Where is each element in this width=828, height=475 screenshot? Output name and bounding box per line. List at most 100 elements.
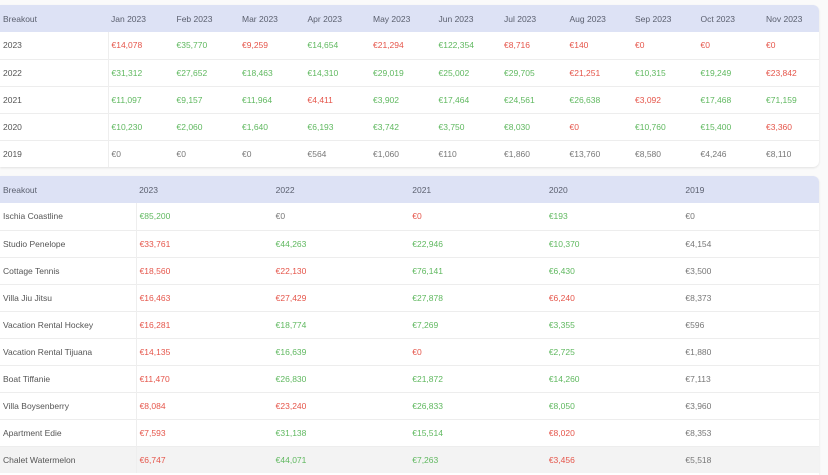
value-cell: €3,360	[766, 121, 792, 132]
column-header[interactable]: Sep 2023	[635, 13, 672, 24]
column-header[interactable]: May 2023	[373, 13, 411, 24]
column-header-breakout[interactable]: Breakout	[3, 13, 38, 24]
table-row[interactable]: 2021 €11,097 €9,157 €11,964 €4,411 €3,902 €17,…	[0, 86, 819, 113]
value-cell: €27,429	[275, 292, 307, 303]
row-label: 2021	[0, 86, 109, 113]
value-cell: €0	[275, 211, 286, 222]
value-cell: €8,110	[766, 148, 792, 159]
value-cell: €10,760	[635, 121, 666, 132]
row-label: Studio Penelope	[0, 230, 137, 257]
value-cell: €8,716	[504, 40, 530, 51]
column-header[interactable]: Aug 2023	[569, 13, 606, 24]
row-label: Villa Jiu Jitsu	[0, 284, 137, 311]
value-cell: €3,902	[373, 94, 399, 105]
table-row[interactable]: Vacation Rental Hockey €16,281 €18,774 €7,2…	[0, 311, 819, 338]
value-cell: €8,580	[635, 148, 661, 159]
row-label: Villa Boysenberry	[0, 392, 137, 419]
value-cell: €0	[635, 40, 645, 51]
table-body: Ischia Coastline €85,200 €0 €0 €193 €0 Studio …	[0, 203, 819, 473]
column-header[interactable]: Mar 2023	[242, 13, 278, 24]
table-header-row: Breakout 2023 2022 2021 2020 2019	[0, 176, 819, 203]
table-header-row: Breakout Jan 2023 Feb 2023 Mar 2023 Apr 2023…	[0, 5, 819, 32]
value-cell: €19,249	[700, 67, 732, 78]
table-row[interactable]: Chalet Watermelon €6,747 €44,071 €7,263 €3,4…	[0, 446, 819, 473]
table-row[interactable]: Ischia Coastline €85,200 €0 €0 €193 €0	[0, 203, 819, 230]
value-cell: €26,638	[569, 94, 601, 105]
row-label: 2023	[0, 32, 109, 59]
value-cell: €0	[569, 121, 579, 132]
table-row[interactable]: 2019 €0 €0 €0 €564 €1,060 €110 €1,860 €13,760 €8,…	[0, 140, 819, 167]
value-cell: €1,860	[504, 148, 530, 159]
value-cell: €8,030	[504, 121, 530, 132]
column-header[interactable]: 2021	[412, 184, 432, 195]
value-cell: €23,240	[275, 400, 307, 411]
table-row[interactable]: Villa Jiu Jitsu €16,463 €27,429 €27,878 €6,2…	[0, 284, 819, 311]
column-header[interactable]: Feb 2023	[176, 13, 213, 24]
value-cell: €27,652	[176, 67, 208, 78]
value-cell: €3,960	[685, 400, 712, 411]
value-cell: €76,141	[412, 265, 443, 276]
column-header[interactable]: Jan 2023	[111, 13, 146, 24]
row-label: Cottage Tennis	[0, 257, 137, 284]
value-cell: €0	[242, 148, 252, 159]
column-header[interactable]: Apr 2023	[307, 13, 343, 24]
value-cell: €44,071	[275, 454, 307, 465]
value-cell: €7,269	[412, 319, 439, 330]
value-cell: €0	[700, 40, 710, 51]
monthly-breakout-table-card: Breakout Jan 2023 Feb 2023 Mar 2023 Apr 2023…	[0, 5, 819, 167]
table-body: 2023 €14,078 €35,770 €9,259 €14,654 €21,294 €1…	[0, 32, 819, 167]
value-cell: €29,705	[504, 67, 535, 78]
column-header[interactable]: 2019	[685, 184, 705, 195]
value-cell: €23,842	[766, 67, 797, 78]
table-row[interactable]: Apartment Edie €7,593 €31,138 €15,514 €8,020…	[0, 419, 819, 446]
table-row[interactable]: 2023 €14,078 €35,770 €9,259 €14,654 €21,294 €1…	[0, 32, 819, 59]
table-row[interactable]: Cottage Tennis €18,560 €22,130 €76,141 €6,43…	[0, 257, 819, 284]
value-cell: €16,639	[275, 346, 307, 357]
value-cell: €0	[766, 40, 776, 51]
value-cell: €18,774	[275, 319, 307, 330]
table-row[interactable]: 2022 €31,312 €27,652 €18,463 €14,310 €29,019 €…	[0, 59, 819, 86]
value-cell: €2,060	[176, 121, 203, 132]
value-cell: €11,470	[139, 373, 170, 384]
column-header[interactable]: Jun 2023	[438, 13, 474, 24]
table-row[interactable]: Villa Boysenberry €8,084 €23,240 €26,833 €8,…	[0, 392, 819, 419]
column-header[interactable]: Nov 2023	[766, 13, 803, 24]
property-breakout-table-card: Breakout 2023 2022 2021 2020 2019 Ischia Coas…	[0, 176, 819, 475]
value-cell: €8,050	[548, 400, 575, 411]
column-header[interactable]: 2020	[548, 184, 568, 195]
column-header[interactable]: Oct 2023	[700, 13, 736, 24]
monthly-breakout-table: Breakout Jan 2023 Feb 2023 Mar 2023 Apr 2023…	[0, 5, 819, 167]
column-header[interactable]: 2023	[139, 184, 158, 195]
value-cell: €21,251	[569, 67, 601, 78]
value-cell: €122,354	[438, 40, 474, 51]
value-cell: €35,770	[176, 40, 208, 51]
value-cell: €0	[111, 148, 121, 159]
value-cell: €10,370	[548, 238, 580, 249]
value-cell: €10,230	[111, 121, 143, 132]
value-cell: €4,154	[685, 238, 712, 249]
table-row[interactable]: Boat Tiffanie €11,470 €26,830 €21,872 €14,26…	[0, 365, 819, 392]
row-label: Vacation Rental Tijuana	[0, 338, 137, 365]
column-header-breakout[interactable]: Breakout	[3, 184, 38, 195]
table-row[interactable]: 2020 €10,230 €2,060 €1,640 €6,193 €3,742 €3,75…	[0, 113, 819, 140]
column-header[interactable]: 2022	[275, 184, 295, 195]
value-cell: €17,464	[438, 94, 470, 105]
value-cell: €0	[412, 346, 422, 357]
value-cell: €3,456	[548, 454, 575, 465]
value-cell: €18,560	[139, 265, 171, 276]
value-cell: €8,353	[685, 427, 712, 438]
value-cell: €6,193	[307, 121, 334, 132]
value-cell: €16,281	[139, 319, 171, 330]
table-row[interactable]: Vacation Rental Tijuana €14,135 €16,639 €0 €…	[0, 338, 819, 365]
column-header[interactable]: Jul 2023	[504, 13, 537, 24]
value-cell: €26,833	[412, 400, 443, 411]
row-label: Boat Tiffanie	[0, 365, 137, 392]
value-cell: €27,878	[412, 292, 443, 303]
value-cell: €14,135	[139, 346, 171, 357]
table-row[interactable]: Studio Penelope €33,761 €44,263 €22,946 €10,…	[0, 230, 819, 257]
row-label: 2022	[0, 59, 109, 86]
value-cell: €14,310	[307, 67, 339, 78]
value-cell: €14,260	[548, 373, 580, 384]
value-cell: €21,872	[412, 373, 443, 384]
value-cell: €0	[176, 148, 186, 159]
